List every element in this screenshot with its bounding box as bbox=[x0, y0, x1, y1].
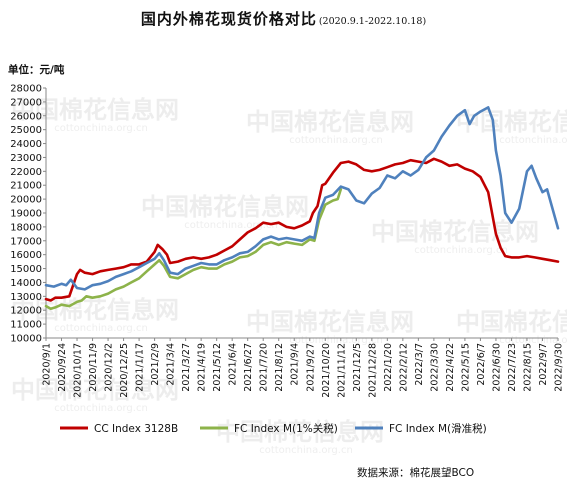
x-tick-label: 2020/11/9 bbox=[88, 343, 99, 392]
legend-item-1: CC Index 3128B bbox=[60, 423, 178, 435]
series-line-3 bbox=[44, 106, 560, 291]
x-tick-label: 2020/10/17 bbox=[73, 343, 84, 398]
y-tick-label: 19000 bbox=[10, 209, 42, 220]
series-line-1 bbox=[44, 157, 560, 302]
x-tick-label: 2021/11/12 bbox=[336, 343, 347, 398]
watermark-text: 中国棉花信息网 bbox=[246, 308, 414, 336]
legend-item-2: FC Index M(1%关税) bbox=[200, 422, 338, 435]
x-tick-label: 2021/8/12 bbox=[274, 343, 285, 392]
watermark-text: 中国棉花信息网 bbox=[141, 193, 309, 221]
y-tick-label: 20000 bbox=[10, 195, 42, 206]
y-tick-label: 13000 bbox=[10, 292, 42, 303]
x-tick-label: 2022/4/22 bbox=[445, 343, 456, 392]
x-tick-label: 2020/12/2 bbox=[104, 343, 115, 392]
watermark-url: cottonchina.org.cn bbox=[289, 135, 383, 146]
y-tick-label: 15000 bbox=[10, 264, 42, 275]
y-tick-label: 23000 bbox=[10, 153, 42, 164]
x-tick-label: 2021/6/27 bbox=[243, 343, 254, 392]
watermark-url: cottonchina.org.cn bbox=[499, 135, 567, 146]
y-tick-label: 16000 bbox=[10, 250, 42, 261]
y-tick-label: 25000 bbox=[10, 125, 42, 136]
x-tick-label: 2022/6/30 bbox=[491, 343, 502, 392]
watermark-url: cottonchina.org.cn bbox=[54, 403, 148, 414]
x-tick-label: 2020/12/25 bbox=[119, 343, 130, 398]
watermark-url: cottonchina.org.cn bbox=[259, 445, 353, 456]
legend-label: FC Index M(1%关税) bbox=[234, 422, 338, 435]
y-tick-label: 26000 bbox=[10, 111, 42, 122]
watermark-text: 中国棉花信息网 bbox=[11, 96, 179, 124]
chart-title-block: 国内外棉花现货价格对比 (2020.9.1-2022.10.18) bbox=[0, 8, 567, 29]
watermark-url: cottonchina.org.cn bbox=[289, 335, 383, 346]
x-tick-label: 2022/1/20 bbox=[383, 343, 394, 392]
y-tick-label: 24000 bbox=[10, 139, 42, 150]
x-tick-label: 2021/1/17 bbox=[135, 343, 146, 392]
x-tick-label: 2022/2/12 bbox=[398, 343, 409, 392]
watermark-url: cottonchina.org.cn bbox=[54, 123, 148, 134]
x-tick-label: 2022/9/30 bbox=[554, 343, 565, 392]
x-tick-label: 2021/9/4 bbox=[290, 343, 301, 386]
legend-label: FC Index M(滑准税) bbox=[389, 422, 487, 435]
x-tick-label: 2021/3/4 bbox=[166, 343, 177, 386]
y-tick-label: 17000 bbox=[10, 236, 42, 247]
x-tick-label: 2021/12/28 bbox=[367, 343, 378, 398]
legend-label: CC Index 3128B bbox=[94, 423, 178, 435]
watermark-text: 中国棉花信息网 bbox=[11, 296, 179, 324]
y-tick-label: 27000 bbox=[10, 97, 42, 108]
x-tick-label: 2021/5/12 bbox=[212, 343, 223, 392]
y-tick-label: 10000 bbox=[10, 334, 42, 345]
x-tick-label: 2021/4/19 bbox=[197, 343, 208, 392]
y-tick-label: 21000 bbox=[10, 181, 42, 192]
x-tick-label: 2022/3/7 bbox=[414, 343, 425, 386]
x-tick-label: 2021/7/20 bbox=[259, 343, 270, 392]
y-tick-label: 22000 bbox=[10, 167, 42, 178]
watermark-text: 中国棉花信息网 bbox=[371, 218, 539, 246]
x-tick-label: 2022/9/7 bbox=[538, 343, 549, 386]
y-tick-label: 18000 bbox=[10, 222, 42, 233]
x-tick-label: 2022/5/15 bbox=[460, 343, 471, 392]
x-tick-label: 2021/6/4 bbox=[228, 343, 239, 386]
y-tick-label: 28000 bbox=[10, 84, 42, 95]
x-tick-label: 2022/7/23 bbox=[507, 343, 518, 392]
y-tick-label: 12000 bbox=[10, 306, 42, 317]
source-note: 数据来源：棉花展望BCO bbox=[357, 467, 475, 479]
series-line-2 bbox=[44, 188, 343, 311]
x-tick-label: 2022/3/30 bbox=[429, 343, 440, 392]
x-tick-label: 2020/9/1 bbox=[42, 343, 53, 386]
chart-title: 国内外棉花现货价格对比 bbox=[140, 10, 317, 28]
x-tick-label: 2021/9/27 bbox=[305, 343, 316, 392]
x-tick-label: 2021/3/27 bbox=[181, 343, 192, 392]
watermark-text: 中国棉花信息网 bbox=[216, 418, 384, 446]
legend-item-3: FC Index M(滑准税) bbox=[355, 422, 487, 435]
unit-label: 单位：元/吨 bbox=[8, 64, 65, 76]
watermark-url: cottonchina.org.cn bbox=[414, 245, 508, 256]
watermark-text: 中国棉花信息网 bbox=[456, 308, 567, 336]
x-tick-label: 2022/8/15 bbox=[522, 343, 533, 392]
x-tick-label: 2021/2/9 bbox=[150, 343, 161, 386]
x-tick-label: 2022/6/7 bbox=[476, 343, 487, 386]
chart-subtitle: (2020.9.1-2022.10.18) bbox=[318, 16, 427, 27]
watermark-url: cottonchina.org.cn bbox=[184, 220, 278, 231]
watermark-url: cottonchina.org.cn bbox=[54, 323, 148, 334]
watermark-text: 中国棉花信息网 bbox=[456, 108, 567, 136]
x-tick-label: 2021/10/20 bbox=[321, 343, 332, 398]
watermark-url: cottonchina.org.cn bbox=[499, 335, 567, 346]
watermark-text: 中国棉花信息网 bbox=[246, 108, 414, 136]
watermark-text: 中国棉花信息网 bbox=[11, 376, 179, 404]
y-tick-label: 11000 bbox=[10, 320, 42, 331]
y-tick-label: 14000 bbox=[10, 278, 42, 289]
x-tick-label: 2020/9/24 bbox=[57, 343, 68, 392]
x-tick-label: 2021/12/5 bbox=[352, 343, 363, 392]
